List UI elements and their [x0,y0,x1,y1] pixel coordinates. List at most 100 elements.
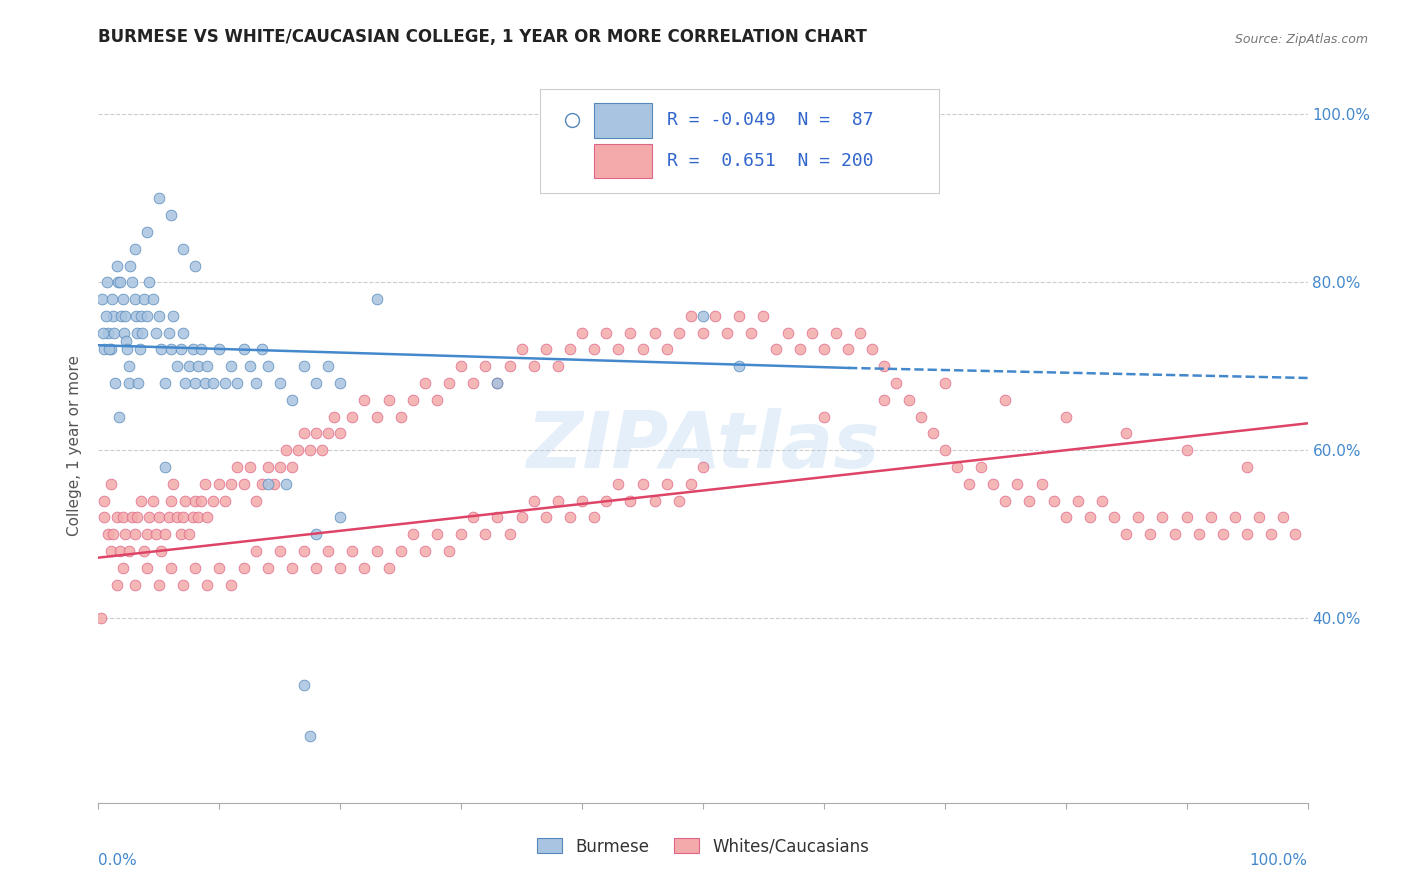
Point [239,460,262,475]
Point [981,476,1004,491]
Point [135,225,157,239]
Point [187,510,209,524]
Point [316,544,339,558]
Point [631,343,654,357]
Point [90,611,112,625]
Point [426,392,449,407]
Point [108,409,131,424]
Bar [595,145,652,178]
Point [263,476,285,491]
Point [269,460,291,475]
Point [377,560,399,574]
Point [124,527,146,541]
Point [316,426,339,441]
Point [148,191,170,205]
Point [256,476,278,491]
Point [1175,510,1198,524]
Point [1223,510,1246,524]
Point [174,376,197,390]
Point [190,493,212,508]
Point [692,326,714,340]
Text: 100.0%: 100.0% [1250,853,1308,868]
Point [655,476,678,491]
Point [910,409,932,424]
Point [1236,460,1258,475]
Point [413,544,436,558]
Point [1102,510,1125,524]
Point [124,292,146,306]
Point [886,376,908,390]
Point [105,259,128,273]
Point [510,343,533,357]
Point [135,560,157,574]
Point [752,309,775,323]
Point [121,275,143,289]
Point [287,443,309,458]
Point [118,359,141,374]
Point [134,544,156,558]
Point [111,292,134,306]
Point [101,527,124,541]
Point [1054,409,1077,424]
Point [873,359,896,374]
Point [1163,527,1185,541]
Point [292,426,315,441]
Point [221,359,243,374]
Point [474,359,496,374]
Text: ZIPAtlas: ZIPAtlas [526,408,880,484]
Point [103,326,125,340]
Point [292,359,315,374]
Point [402,392,425,407]
Point [800,326,823,340]
Point [789,343,811,357]
Point [342,544,364,558]
Point [214,376,236,390]
Point [226,376,249,390]
Point [97,527,120,541]
Point [274,443,297,458]
Point [437,544,460,558]
Point [135,527,157,541]
Point [450,359,472,374]
Point [160,560,183,574]
Point [100,544,122,558]
Point [668,493,690,508]
Point [281,460,304,475]
Point [1199,510,1222,524]
Point [93,343,115,357]
Point [94,309,117,323]
Point [305,560,328,574]
Point [1018,493,1040,508]
Point [389,544,412,558]
Text: R =  0.651  N = 200: R = 0.651 N = 200 [666,152,873,169]
Point [179,359,201,374]
Point [305,426,328,441]
Point [93,510,115,524]
Point [128,343,150,357]
Point [619,326,641,340]
Point [162,309,184,323]
Point [631,476,654,491]
Point [101,309,124,323]
Point [145,326,167,340]
Point [558,343,581,357]
Point [138,275,160,289]
Point [1188,527,1211,541]
Point [166,510,188,524]
Point [299,443,322,458]
Point [135,309,157,323]
Point [111,510,134,524]
Point [105,577,128,591]
Point [232,560,254,574]
Point [486,510,509,524]
Point [115,334,138,348]
Point [523,359,546,374]
Point [160,343,183,357]
Point [142,292,165,306]
Point [127,326,149,340]
Point [148,510,170,524]
Point [232,476,254,491]
Point [644,493,666,508]
Point [129,493,152,508]
Point [118,259,141,273]
